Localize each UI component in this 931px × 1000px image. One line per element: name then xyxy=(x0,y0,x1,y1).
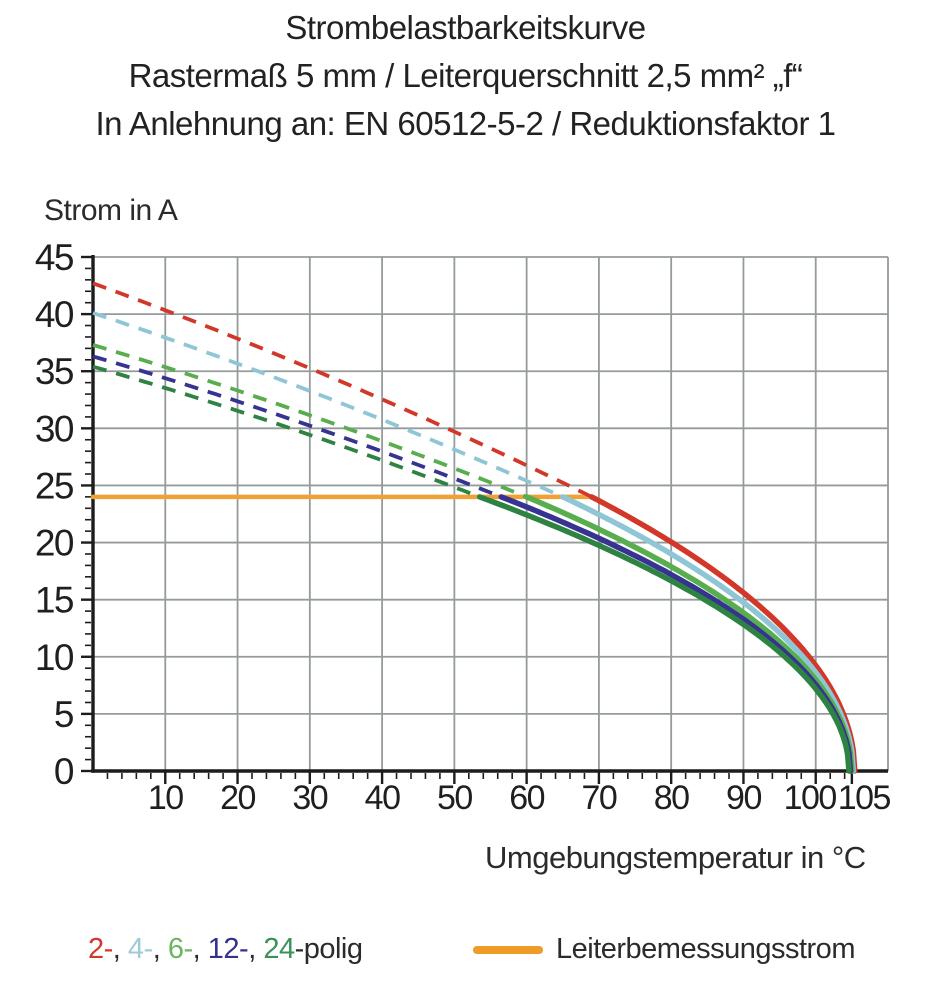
chart-title-line-3: In Anlehnung an: EN 60512-5-2 / Reduktio… xyxy=(95,105,836,142)
legend-part: -polig xyxy=(294,933,363,965)
chart-title-block: Strombelastbarkeitskurve Rastermaß 5 mm … xyxy=(0,4,931,148)
y-axis-label: Strom in A xyxy=(44,194,178,227)
y-tick-label: 10 xyxy=(35,637,74,678)
x-tick-label: 10 xyxy=(148,779,183,817)
legend-part: , xyxy=(192,933,208,965)
legend-pole-counts: 2-, 4-, 6-, 12-, 24-polig xyxy=(88,933,363,966)
x-tick-label: 40 xyxy=(365,779,400,817)
y-tick-label: 0 xyxy=(54,751,74,792)
curve-dashed-2-polig xyxy=(92,281,593,499)
x-tick-label: 60 xyxy=(509,779,544,817)
x-tick-label: 105 xyxy=(838,779,891,817)
curve-solid-12-polig xyxy=(498,494,854,774)
x-tick-label: 70 xyxy=(581,779,616,817)
curve-dashed-4-polig xyxy=(92,311,564,499)
chart-title-line-1: Strombelastbarkeitskurve xyxy=(285,9,646,46)
y-tick-label: 45 xyxy=(35,237,74,278)
rated-current-legend-label: Leiterbemessungsstrom xyxy=(556,933,855,965)
y-tick-label: 15 xyxy=(35,580,74,621)
x-tick-label: 30 xyxy=(292,779,327,817)
y-tick-label: 20 xyxy=(35,523,74,564)
legend-part: , xyxy=(152,933,168,965)
curve-solid-4-polig xyxy=(560,494,857,774)
legend-part: 12- xyxy=(207,933,249,965)
y-tick-label: 5 xyxy=(54,694,74,735)
x-axis-label: Umgebungstemperatur in °C xyxy=(485,840,866,875)
y-tick-label: 30 xyxy=(35,408,74,449)
y-tick-label: 25 xyxy=(35,465,74,506)
legend-part: 4- xyxy=(127,933,153,965)
x-tick-label: 80 xyxy=(654,779,689,817)
chart-title-line-2: Rastermaß 5 mm / Leiterquerschnitt 2,5 m… xyxy=(128,57,803,94)
legend-part: , xyxy=(112,933,128,965)
legend-part: , xyxy=(248,933,264,965)
x-tick-label: 20 xyxy=(220,779,255,817)
curve-dashed-6-polig xyxy=(92,343,528,499)
curve-solid-24-polig xyxy=(476,494,852,774)
legend-part: 24 xyxy=(263,933,295,965)
legend-part: 6- xyxy=(167,933,193,965)
x-tick-label: 90 xyxy=(726,779,761,817)
x-tick-label: 50 xyxy=(437,779,472,817)
x-tick-label: 100 xyxy=(784,779,837,817)
y-tick-label: 40 xyxy=(35,294,74,335)
rated-current-line-swatch xyxy=(473,946,543,954)
curve-dashed-12-polig xyxy=(92,354,503,499)
y-tick-label: 35 xyxy=(35,351,74,392)
curve-dashed-24-polig xyxy=(92,364,481,499)
legend-part: 2- xyxy=(88,933,113,965)
